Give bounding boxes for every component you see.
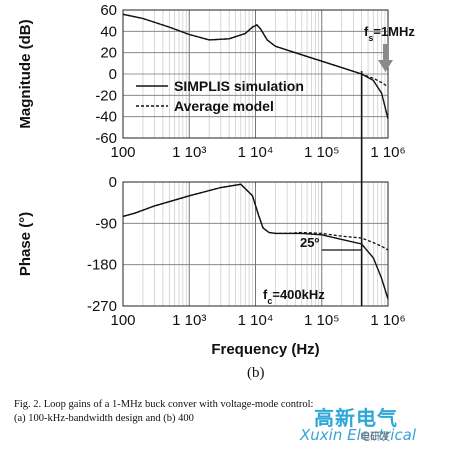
y-tick-label: -270	[87, 298, 117, 315]
y-tick-label: -60	[95, 130, 117, 147]
y-axis-title: Phase (°)	[17, 212, 34, 276]
y-tick-label: 40	[100, 23, 117, 40]
caption-line-2: (a) 100-kHz-bandwidth design and (b) 400	[14, 413, 194, 424]
x-axis-title: Frequency (Hz)	[211, 341, 319, 358]
y-tick-label: -180	[87, 257, 117, 274]
y-tick-label: 0	[109, 174, 117, 191]
y-tick-label: -40	[95, 109, 117, 126]
watermark-tag-text: 电研发	[360, 432, 390, 443]
y-tick-label: 60	[100, 2, 117, 19]
fs-arrow-shaft	[383, 44, 388, 60]
y-tick-label: -20	[95, 87, 117, 104]
y-tick-label: 0	[109, 66, 117, 83]
y-axis-title: Magnitude (dB)	[17, 19, 34, 128]
fs-annotation: fs=1MHz	[364, 24, 415, 43]
x-tick-label: 100	[110, 144, 135, 161]
figure-caption: Fig. 2. Loop gains of a 1-MHz buck conve…	[14, 398, 454, 426]
plot-frame	[122, 181, 389, 307]
x-tick-label: 1 10³	[172, 144, 206, 161]
x-tick-label: 1 10⁵	[304, 312, 339, 329]
x-tick-label: 1 10³	[172, 312, 206, 329]
legend-label-simplis: SIMPLIS simulation	[174, 78, 304, 94]
phase-margin-label: 25º	[300, 235, 319, 250]
x-tick-label: 1 10⁴	[238, 144, 274, 161]
fs-arrow-head	[378, 60, 393, 72]
x-tick-label: 1 10⁵	[304, 144, 339, 161]
plot-frame	[122, 9, 389, 139]
y-tick-label: 20	[100, 45, 117, 62]
x-tick-label: 100	[110, 312, 135, 329]
watermark-sub-text: Xuxin Electrical	[300, 426, 417, 444]
x-tick-label: 1 10⁴	[238, 312, 274, 329]
series-line-average-model	[122, 183, 389, 251]
x-tick-label: 1 10⁶	[370, 312, 405, 329]
fc-annotation: fc=400kHz	[263, 287, 325, 306]
figure-sublabel: (b)	[247, 365, 265, 381]
legend-label-average: Average model	[174, 98, 274, 114]
y-tick-label: -90	[95, 215, 117, 232]
watermark-logo: 高新电气 Xuxin Electrical 电研发	[300, 400, 450, 448]
watermark-main-text: 高新电气	[314, 406, 398, 430]
x-tick-label: 1 10⁶	[370, 144, 405, 161]
caption-line-1: Fig. 2. Loop gains of a 1-MHz buck conve…	[14, 399, 314, 410]
